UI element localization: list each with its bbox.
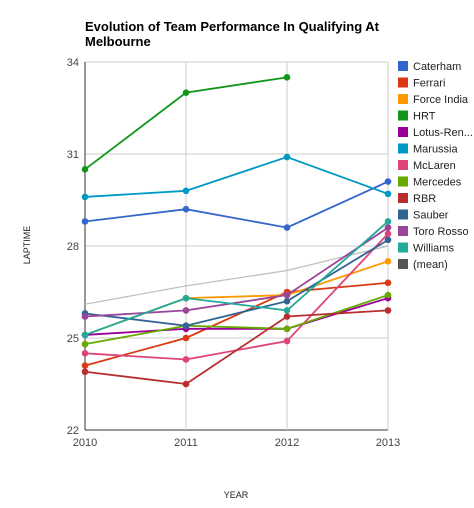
data-point-toro-rosso-2011 (182, 307, 190, 314)
series-line-mercedes (84, 294, 389, 346)
legend-label-sauber: Sauber (413, 210, 449, 222)
data-point-hrt-2012 (283, 74, 291, 81)
chart-title-line-2: Melbourne (85, 34, 151, 49)
data-point-caterham-2010 (81, 218, 89, 225)
data-point-marussia-2012 (283, 153, 291, 161)
data-point-rbr-2010 (81, 368, 89, 376)
y-tick-label-0: 22 (67, 425, 79, 437)
data-point-williams-2012 (283, 307, 291, 314)
data-point-toro-rosso-2013 (384, 224, 392, 231)
data-point-williams-2010 (81, 331, 89, 339)
data-point-marussia-2011 (182, 187, 190, 195)
series-line-marussia (84, 156, 389, 198)
data-point-rbr-2013 (384, 307, 392, 314)
tick-labels: 22 25 28 31 34 2010 2011 2012 2013 (67, 57, 400, 449)
data-point-caterham-2013 (384, 178, 392, 185)
legend-swatch-rbr (398, 193, 408, 203)
data-point-marussia-2013 (384, 190, 392, 198)
y-tick-label-3: 31 (67, 149, 79, 161)
legend-swatch-toro-rosso (398, 226, 408, 236)
series-line-ferrari (84, 281, 389, 367)
data-point-ferrari-2013 (384, 279, 392, 287)
legend-swatch-hrt (398, 110, 408, 121)
data-point-caterham-2012 (283, 224, 291, 231)
legend-label-lotus-ren: Lotus-Ren... (413, 127, 473, 139)
chart-title-line-1: Evolution of Team Performance In Qualify… (85, 19, 380, 34)
y-tick-label-1: 25 (67, 333, 79, 345)
legend-label-force-india: Force India (413, 94, 469, 106)
legend-label-marussia: Marussia (413, 144, 459, 156)
data-point-mclaren-2012 (283, 337, 291, 345)
series-line-sauber (84, 239, 389, 327)
legend: Caterham Ferrari Force India HRT Lotus-Ren..… (398, 61, 473, 271)
data-point-sauber-2011 (182, 322, 190, 330)
series-line-mean (84, 245, 389, 305)
legend-swatch-caterham (398, 61, 408, 71)
data-point-williams-2011 (182, 294, 190, 302)
data-point-sauber-2012 (283, 297, 291, 305)
x-tick-label-2: 2012 (275, 437, 299, 449)
y-axis-label: LAPTIME (22, 226, 32, 265)
series-line-caterham (84, 180, 389, 229)
data-point-mercedes-2013 (384, 291, 392, 299)
data-point-mclaren-2013 (384, 230, 392, 238)
data-point-hrt-2011 (182, 89, 190, 96)
series-line-toro-rosso (84, 226, 389, 318)
data-point-mclaren-2010 (81, 350, 89, 357)
data-point-williams-2013 (384, 218, 392, 225)
data-point-mclaren-2011 (182, 356, 190, 363)
legend-label-williams: Williams (413, 243, 454, 255)
grid-lines (85, 61, 388, 431)
data-point-hrt-2010 (81, 166, 89, 173)
series-lines (81, 74, 392, 388)
legend-label-rbr: RBR (413, 193, 436, 205)
x-tick-label-0: 2010 (73, 437, 97, 449)
legend-swatch-sauber (398, 209, 408, 220)
data-point-marussia-2010 (81, 193, 89, 201)
data-point-caterham-2011 (182, 205, 190, 213)
data-point-rbr-2012 (283, 313, 291, 320)
y-tick-label-2: 28 (67, 241, 79, 253)
data-point-toro-rosso-2010 (81, 313, 89, 320)
y-tick-label-4: 34 (67, 57, 79, 69)
x-axis-label: YEAR (224, 490, 249, 500)
legend-label-mclaren: McLaren (413, 160, 456, 172)
data-point-mercedes-2010 (81, 340, 89, 348)
series-line-rbr (84, 309, 389, 385)
legend-label-mercedes: Mercedes (413, 177, 462, 189)
x-tick-label-3: 2013 (376, 437, 400, 449)
legend-swatch-mean (398, 259, 408, 269)
data-point-rbr-2011 (182, 380, 190, 388)
legend-swatch-lotus-ren (398, 127, 408, 137)
data-point-ferrari-2010 (81, 362, 89, 369)
data-point-toro-rosso-2012 (283, 291, 291, 299)
legend-label-hrt: HRT (413, 111, 436, 123)
legend-label-caterham: Caterham (413, 61, 461, 73)
legend-label-ferrari: Ferrari (413, 78, 445, 90)
legend-label-mean: (mean) (413, 259, 448, 271)
data-point-ferrari-2011 (182, 334, 190, 342)
x-tick-label-1: 2011 (174, 437, 198, 449)
data-point-mercedes-2012 (283, 325, 291, 333)
data-point-sauber-2013 (384, 236, 392, 244)
legend-swatch-williams (398, 242, 408, 253)
legend-swatch-mclaren (398, 160, 408, 170)
data-point-force-india-2013 (384, 258, 392, 265)
legend-swatch-ferrari (398, 77, 408, 88)
series-line-williams (84, 220, 389, 336)
legend-swatch-marussia (398, 143, 408, 154)
legend-swatch-force-india (398, 94, 408, 104)
legend-label-toro-rosso: Toro Rosso (413, 226, 469, 238)
legend-swatch-mercedes (398, 176, 408, 187)
series-line-force-india (84, 260, 389, 336)
